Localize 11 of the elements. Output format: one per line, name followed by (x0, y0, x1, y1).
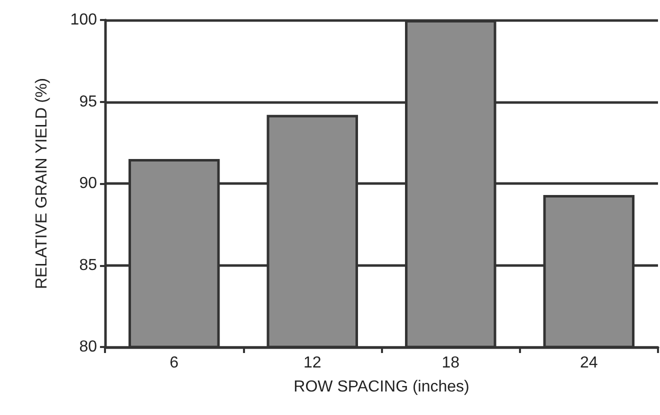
x-tick-label: 24 (580, 354, 598, 372)
y-axis-title: RELATIVE GRAIN YIELD (%) (34, 78, 50, 290)
y-tick-label: 95 (79, 93, 98, 110)
y-tick-label: 100 (70, 12, 98, 28)
x-axis-title: ROW SPACING (inches) (294, 378, 470, 396)
x-tick-label: 12 (303, 354, 322, 372)
y-tick-label: 90 (79, 175, 98, 192)
x-tick-label: 18 (442, 354, 460, 372)
y-tick-label: 80 (79, 338, 98, 356)
x-tick-label: 6 (170, 354, 179, 372)
y-tick-label: 85 (79, 256, 98, 274)
